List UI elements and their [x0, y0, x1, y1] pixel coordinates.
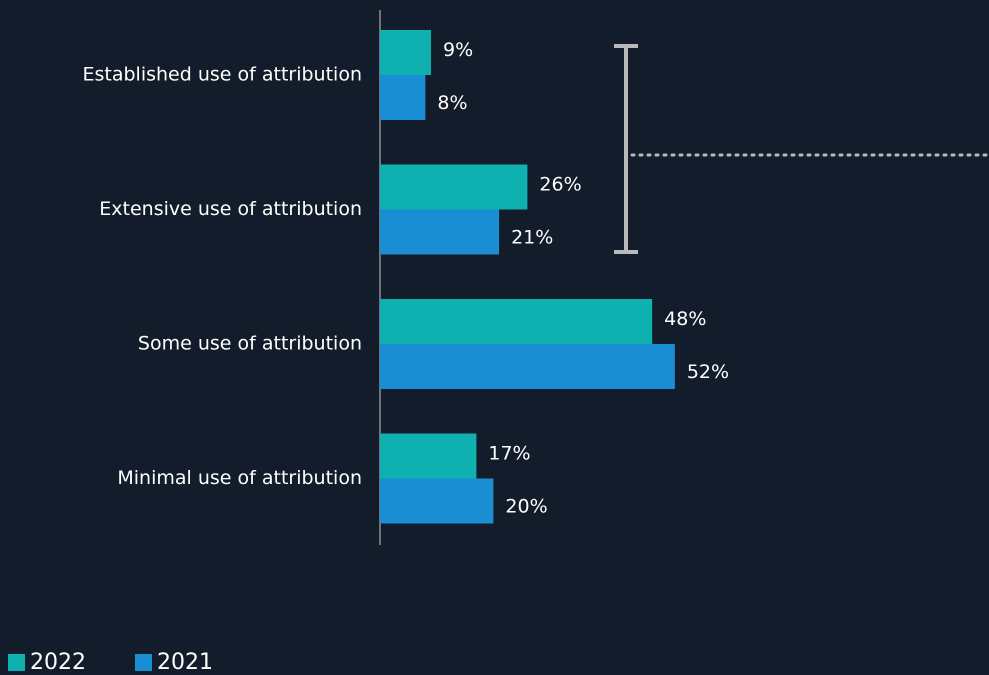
value-label: 20% — [505, 496, 547, 518]
bar — [380, 344, 675, 389]
value-label: 9% — [443, 39, 473, 61]
value-label: 17% — [488, 443, 530, 465]
legend-swatch — [8, 654, 25, 671]
bar — [380, 299, 652, 344]
bar — [380, 75, 425, 120]
value-label: 8% — [437, 92, 467, 114]
bar — [380, 210, 499, 255]
value-label: 52% — [687, 361, 729, 383]
bar — [380, 479, 493, 524]
legend-label: 2022 — [30, 650, 86, 675]
legend-swatch — [135, 654, 152, 671]
value-label: 26% — [539, 174, 581, 196]
category-label: Some use of attribution — [138, 333, 362, 355]
bar — [380, 165, 527, 210]
category-label: Established use of attribution — [83, 64, 363, 86]
bar — [380, 30, 431, 75]
bar — [380, 434, 476, 479]
page: Established use of attribution 9% 8% Extens… — [0, 0, 989, 675]
legend-label: 2021 — [157, 650, 213, 675]
chart: Established use of attribution 9% 8% Extens… — [0, 0, 989, 675]
category-label: Extensive use of attribution — [99, 198, 362, 220]
value-label: 48% — [664, 308, 706, 330]
category-label: Minimal use of attribution — [117, 467, 362, 489]
value-label: 21% — [511, 227, 553, 249]
